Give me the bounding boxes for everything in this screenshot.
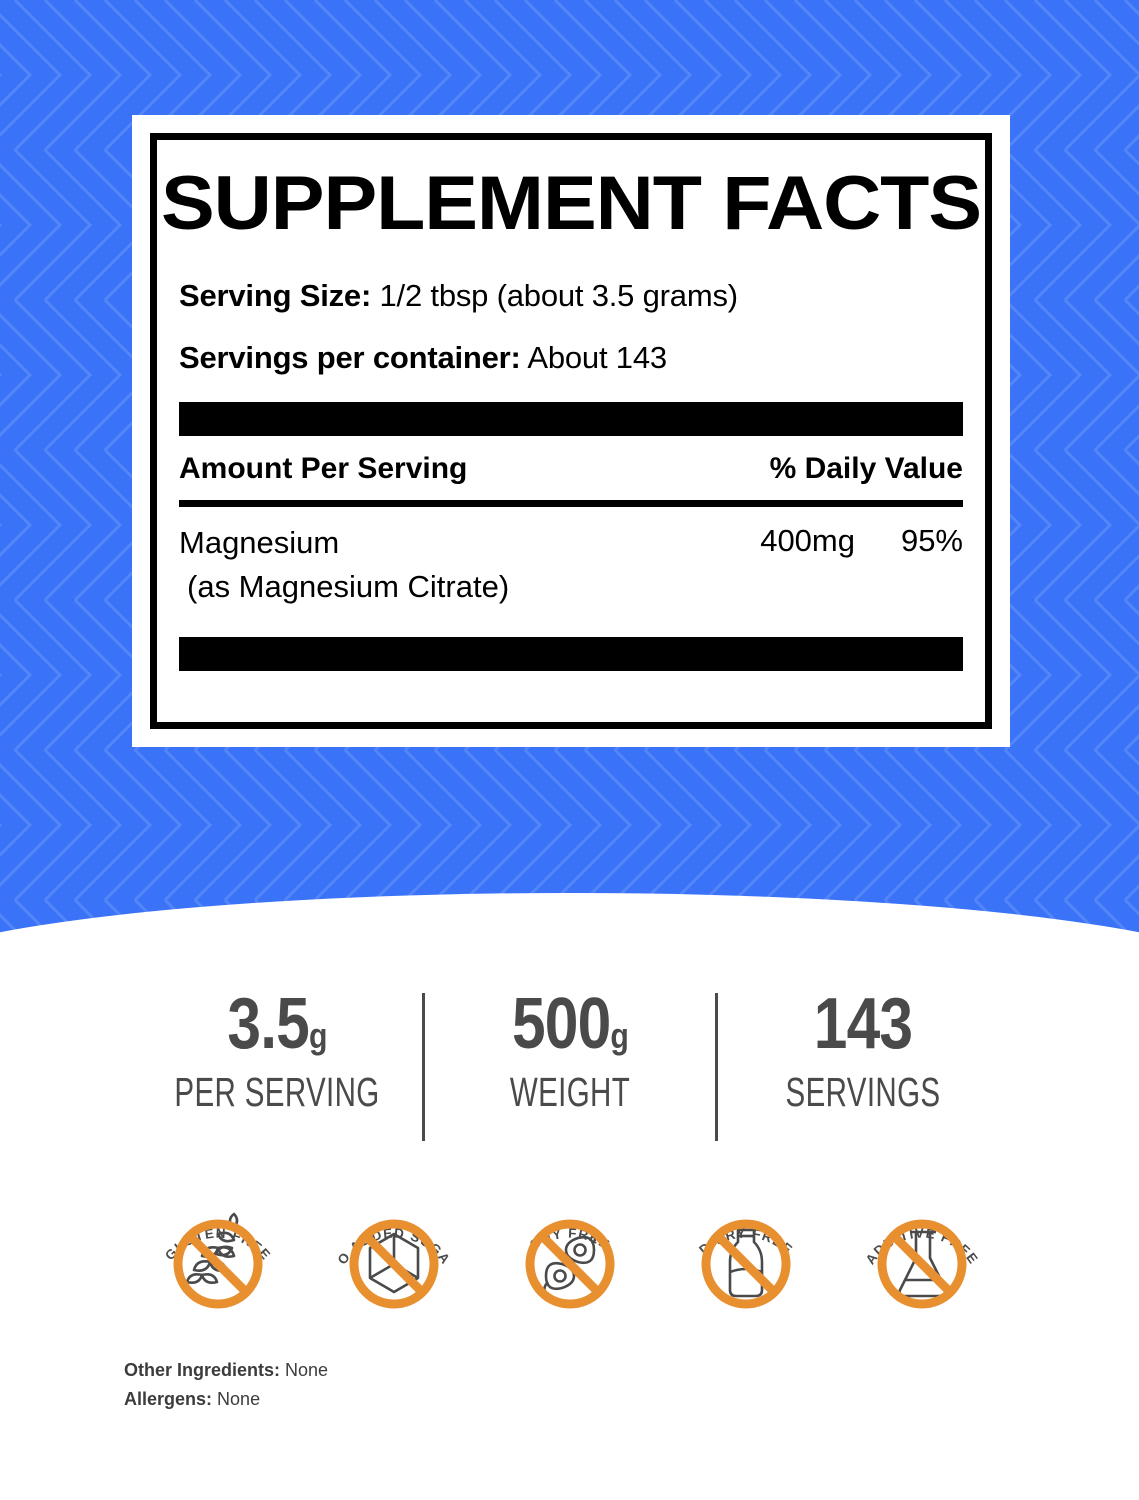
supplement-facts-title: SUPPLEMENT FACTS <box>160 161 982 246</box>
supplement-facts-panel: SUPPLEMENT FACTS Serving Size: 1/2 tbsp … <box>132 115 1010 747</box>
badges-row: GLUTEN FREE <box>0 1178 1139 1323</box>
nutrient-table-header: Amount Per Serving % Daily Value <box>179 452 963 486</box>
footer-notes: Other Ingredients: None Allergens: None <box>124 1356 328 1414</box>
stat-divider-2 <box>714 993 718 1141</box>
servings-per-container-label: Servings per container: <box>179 340 521 375</box>
stat-weight-label: WEIGHT <box>509 1069 630 1115</box>
stat-weight-value: 500g <box>511 984 628 1064</box>
white-section-fill <box>0 1000 1139 1500</box>
badge-no-added-sugar: NO ADDED SUGAR <box>324 1178 464 1323</box>
stat-weight: 500g WEIGHT <box>425 988 715 1113</box>
badge-dairy-free: DAIRY FREE <box>676 1178 816 1323</box>
stat-servings: 143 SERVINGS <box>718 988 1008 1113</box>
amount-per-serving-header: Amount Per Serving <box>179 452 468 485</box>
header-rule <box>179 500 963 507</box>
serving-size-value: 1/2 tbsp (about 3.5 grams) <box>379 278 739 313</box>
stat-per-serving-label: PER SERVING <box>173 1069 380 1115</box>
divider-bar-bottom <box>179 637 963 671</box>
allergens-value: None <box>217 1389 261 1410</box>
daily-value-header: % Daily Value <box>769 452 963 485</box>
servings-per-container-value: About 143 <box>527 340 667 375</box>
nutrient-daily-value: 95% <box>900 523 963 558</box>
stat-per-serving-value: 3.5g <box>226 984 327 1064</box>
nutrient-name: Magnesium <box>179 525 340 560</box>
badge-soy-free: SOY FREE <box>500 1178 640 1323</box>
stat-servings-label: SERVINGS <box>785 1069 940 1115</box>
stat-servings-value: 143 <box>813 984 912 1064</box>
other-ingredients-label: Other Ingredients: <box>124 1360 281 1380</box>
stat-divider-1 <box>421 993 425 1141</box>
allergens-label: Allergens: <box>124 1389 213 1410</box>
stat-weight-unit: g <box>609 1015 628 1056</box>
badge-gluten-free: GLUTEN FREE <box>148 1178 288 1323</box>
badge-additive-free: ADDITIVE FREE <box>852 1178 992 1323</box>
nutrient-amount: 400mg <box>760 523 855 558</box>
stat-per-serving-unit: g <box>308 1015 327 1056</box>
serving-size-label: Serving Size: <box>179 278 372 313</box>
supplement-facts-border: SUPPLEMENT FACTS Serving Size: 1/2 tbsp … <box>150 133 992 729</box>
other-ingredients-value: None <box>285 1360 329 1380</box>
nutrient-source: (as Magnesium Citrate) <box>187 569 510 605</box>
stat-per-serving: 3.5g PER SERVING <box>132 988 422 1113</box>
table-row: Magnesium (as Magnesium Citrate) 400mg 9… <box>179 521 963 625</box>
allergens-line: Allergens: None <box>124 1385 328 1414</box>
other-ingredients-line: Other Ingredients: None <box>124 1356 328 1385</box>
stats-row: 3.5g PER SERVING 500g WEIGHT 143 SERVING… <box>0 988 1139 1148</box>
serving-size-line: Serving Size: 1/2 tbsp (about 3.5 grams) <box>179 278 963 314</box>
divider-bar-thick <box>179 402 963 436</box>
servings-per-container-line: Servings per container: About 143 <box>179 340 963 376</box>
